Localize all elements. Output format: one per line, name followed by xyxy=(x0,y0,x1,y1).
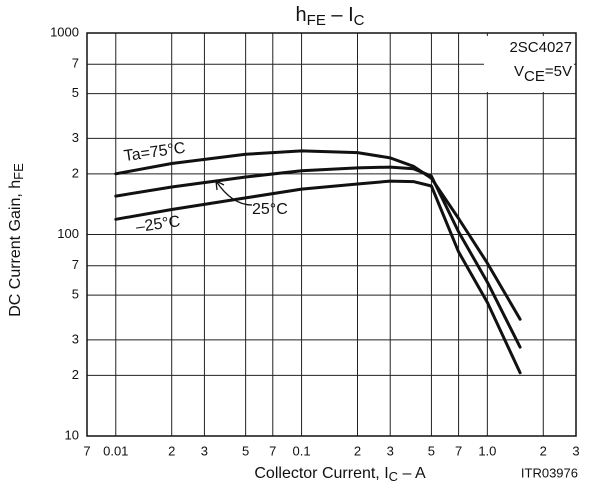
info-box-bg xyxy=(484,36,574,92)
label-arrow xyxy=(215,180,253,206)
x-tick-label: 3 xyxy=(572,443,579,458)
title-part: – I xyxy=(326,4,354,26)
figure-code: ITR03976 xyxy=(521,465,578,480)
label-part: FE xyxy=(11,163,26,180)
x-tick-label: 1.0 xyxy=(478,443,496,458)
x-tick-label: 7 xyxy=(269,443,276,458)
label-part: DC Current Gain, h xyxy=(7,180,24,317)
x-tick-label: 0.01 xyxy=(103,443,128,458)
series-label: 25°C xyxy=(252,201,288,218)
title-part: h xyxy=(296,4,307,26)
y-tick-label: 5 xyxy=(72,85,79,100)
curve xyxy=(114,149,522,321)
y-tick-label: 7 xyxy=(72,56,79,71)
y-tick-label: 2 xyxy=(72,165,79,180)
y-tick-label: 1000 xyxy=(50,24,79,39)
curve xyxy=(114,165,522,349)
title-part: FE xyxy=(307,12,326,29)
label-part: C xyxy=(389,469,398,484)
x-tick-label: 7 xyxy=(83,443,90,458)
x-tick-label: 5 xyxy=(242,443,249,458)
y-axis-label: DC Current Gain, hFE xyxy=(7,163,26,317)
y-tick-label: 100 xyxy=(57,226,79,241)
y-tick-label: 5 xyxy=(72,287,79,302)
y-tick-label: 10 xyxy=(65,427,79,442)
x-tick-label: 2 xyxy=(168,443,175,458)
x-tick-label: 5 xyxy=(428,443,435,458)
y-tick-label: 2 xyxy=(72,367,79,382)
series-label: –25°C xyxy=(135,213,182,236)
x-tick-label: 0.1 xyxy=(293,443,311,458)
condition-part: V xyxy=(514,63,524,80)
condition-part: CE xyxy=(524,68,545,85)
chart-title: hFE – IC xyxy=(296,4,365,29)
condition: VCE=5V xyxy=(514,63,572,85)
x-tick-label: 2 xyxy=(354,443,361,458)
y-tick-label: 7 xyxy=(72,257,79,272)
title-part: C xyxy=(354,12,365,29)
curve xyxy=(114,179,522,375)
x-tick-label: 7 xyxy=(455,443,462,458)
x-tick-label: 3 xyxy=(201,443,208,458)
y-tick-label: 3 xyxy=(72,130,79,145)
label-part: Collector Current, I xyxy=(254,465,388,482)
part-number: 2SC4027 xyxy=(509,39,572,56)
condition-part: =5V xyxy=(545,63,572,80)
x-tick-label: 2 xyxy=(540,443,547,458)
plot-frame xyxy=(86,32,577,437)
x-tick-label: 3 xyxy=(387,443,394,458)
label-part: – A xyxy=(398,465,426,482)
x-axis-label: Collector Current, IC – A xyxy=(254,465,426,484)
y-tick-label: 3 xyxy=(72,331,79,346)
